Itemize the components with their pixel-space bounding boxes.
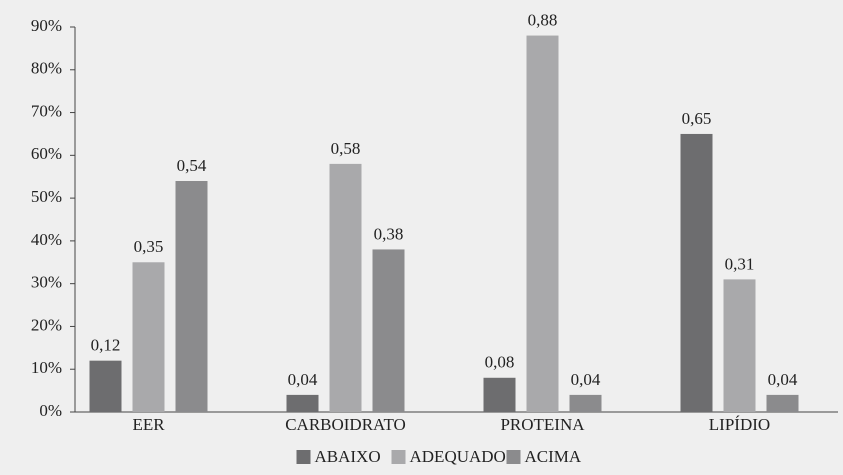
value-label: 0,04 — [768, 370, 798, 389]
bar — [286, 394, 319, 412]
bar — [132, 262, 165, 412]
value-label: 0,58 — [331, 139, 361, 158]
value-label: 0,88 — [528, 10, 558, 29]
value-label: 0,04 — [288, 370, 318, 389]
bar — [89, 360, 122, 412]
y-tick-label: 70% — [31, 101, 62, 120]
value-label: 0,12 — [91, 336, 121, 355]
y-tick-label: 40% — [31, 230, 62, 249]
value-label: 0,65 — [682, 109, 712, 128]
legend-swatch — [391, 450, 406, 464]
legend-swatch — [506, 450, 521, 464]
y-tick-label: 0% — [39, 401, 62, 420]
bar — [175, 181, 208, 412]
legend-label: ABAIXO — [315, 447, 381, 466]
x-tick-label: CARBOIDRATO — [285, 415, 406, 434]
y-tick-label: 60% — [31, 144, 62, 163]
bar — [329, 163, 362, 412]
y-tick-label: 10% — [31, 358, 62, 377]
value-label: 0,35 — [134, 237, 164, 256]
y-tick-label: 20% — [31, 315, 62, 334]
x-tick-label: PROTEINA — [500, 415, 585, 434]
bar — [372, 249, 405, 412]
bar — [526, 35, 559, 413]
y-tick-label: 50% — [31, 187, 62, 206]
y-tick-label: 90% — [31, 16, 62, 35]
value-label: 0,38 — [374, 224, 404, 243]
value-label: 0,04 — [571, 370, 601, 389]
bar — [680, 133, 713, 412]
bar — [569, 394, 602, 412]
y-tick-label: 80% — [31, 59, 62, 78]
value-label: 0,54 — [177, 156, 207, 175]
x-tick-label: EER — [132, 415, 165, 434]
bar — [766, 394, 799, 412]
legend-label: ACIMA — [525, 447, 582, 466]
bar — [483, 377, 516, 412]
y-tick-label: 30% — [31, 273, 62, 292]
bar — [723, 279, 756, 412]
x-tick-label: LIPÍDIO — [709, 415, 770, 434]
legend-label: ADEQUADO — [410, 447, 506, 466]
legend-swatch — [296, 450, 311, 464]
value-label: 0,08 — [485, 353, 515, 372]
value-label: 0,31 — [725, 254, 755, 273]
